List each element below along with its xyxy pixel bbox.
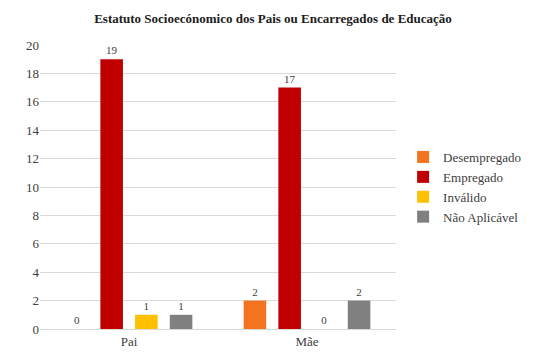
- svg-text:1: 1: [178, 300, 184, 312]
- svg-text:18: 18: [26, 66, 39, 81]
- svg-text:4: 4: [33, 265, 40, 280]
- svg-text:2: 2: [252, 286, 258, 298]
- svg-text:14: 14: [26, 123, 40, 138]
- svg-text:6: 6: [33, 236, 40, 251]
- svg-text:0: 0: [33, 322, 40, 337]
- svg-text:2: 2: [33, 293, 40, 308]
- svg-text:Inválido: Inválido: [443, 190, 486, 205]
- svg-text:Mãe: Mãe: [295, 334, 318, 349]
- svg-text:Empregado: Empregado: [443, 170, 503, 185]
- svg-text:16: 16: [26, 94, 40, 109]
- svg-text:Desempregado: Desempregado: [443, 150, 521, 165]
- svg-text:Estatuto Socioecónomico dos Pa: Estatuto Socioecónomico dos Pais ou Enca…: [94, 11, 452, 26]
- svg-text:12: 12: [26, 151, 39, 166]
- svg-text:10: 10: [26, 180, 39, 195]
- svg-text:0: 0: [321, 314, 327, 326]
- svg-text:17: 17: [284, 73, 296, 85]
- svg-text:Não Aplicável: Não Aplicável: [443, 210, 518, 225]
- svg-text:0: 0: [74, 314, 80, 326]
- svg-text:2: 2: [356, 286, 362, 298]
- svg-text:8: 8: [33, 208, 40, 223]
- svg-text:1: 1: [144, 300, 150, 312]
- svg-text:Pai: Pai: [121, 334, 138, 349]
- svg-text:20: 20: [26, 38, 39, 53]
- svg-text:19: 19: [106, 44, 118, 56]
